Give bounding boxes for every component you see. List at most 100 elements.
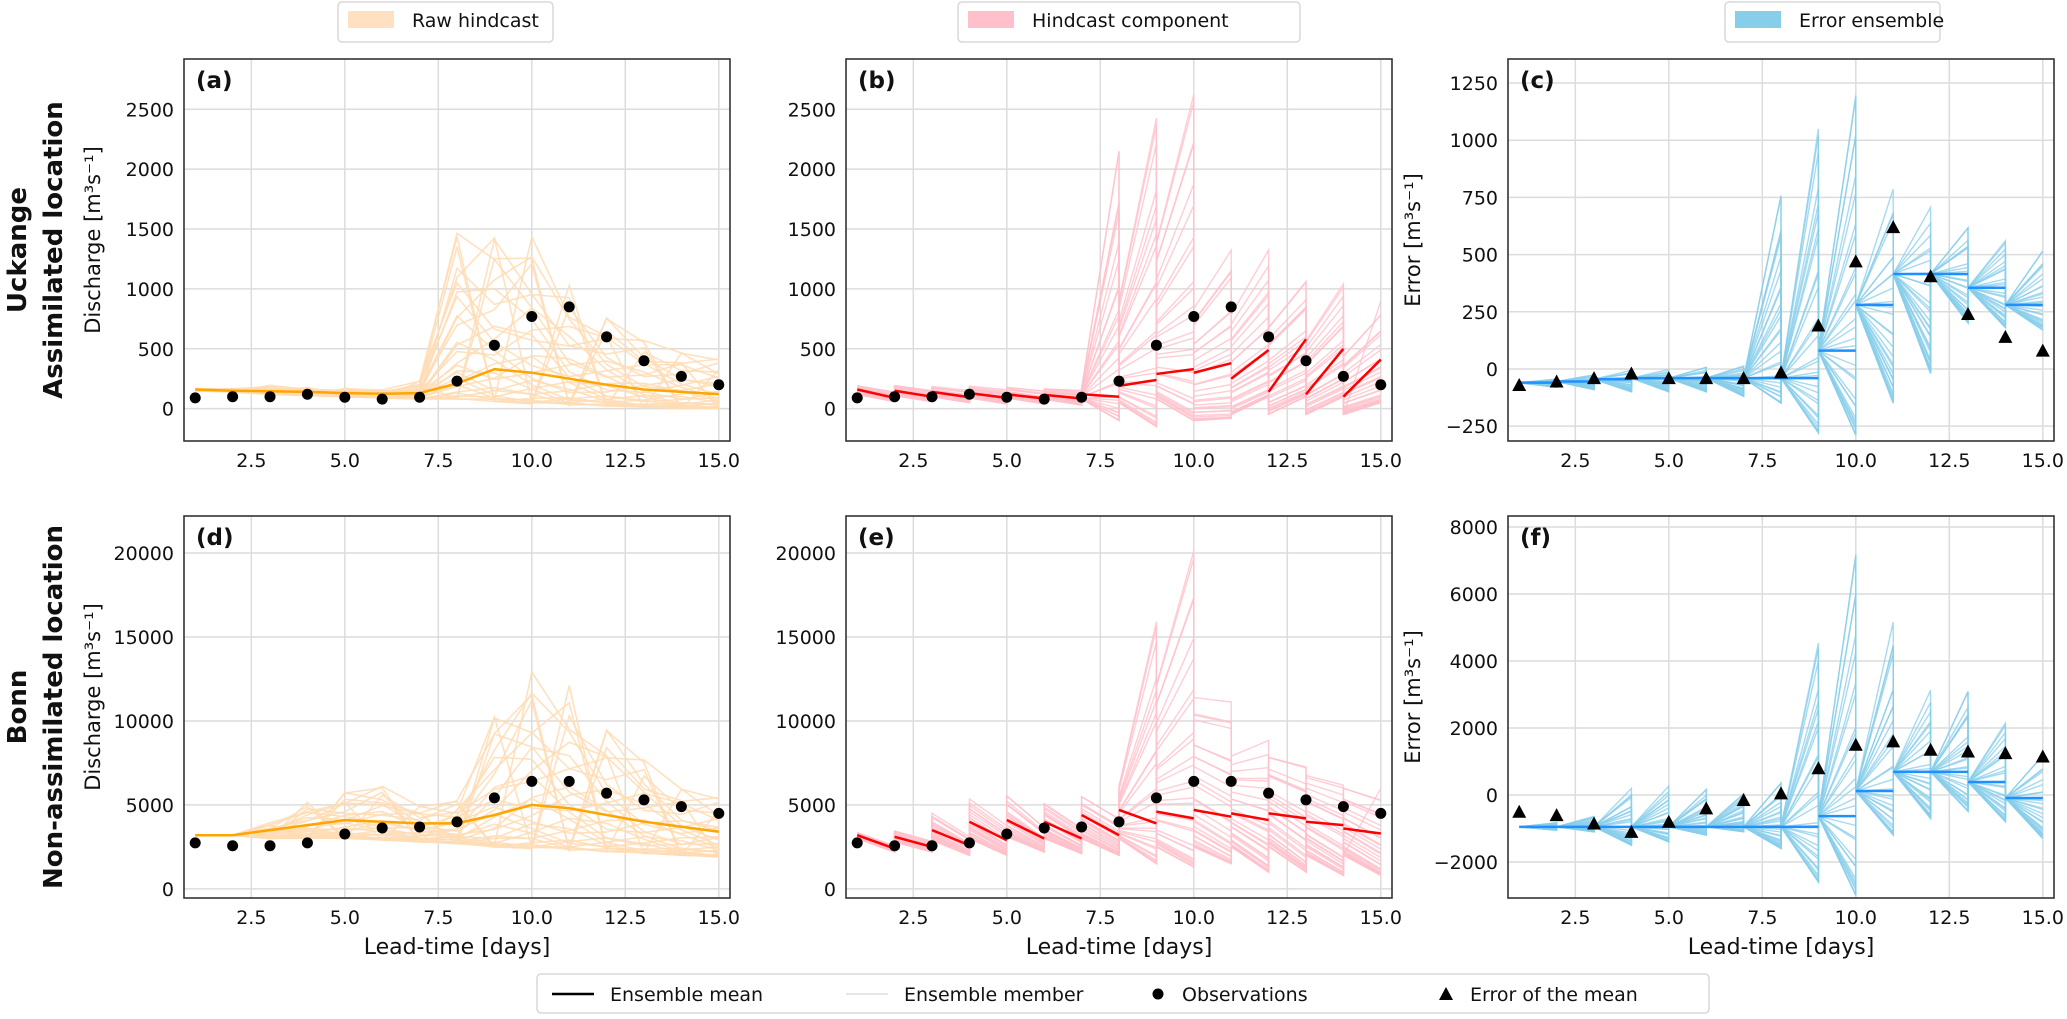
- y-axis-label: Error [m³s⁻¹]: [1401, 173, 1425, 307]
- observation-point: [1150, 339, 1162, 351]
- error-of-mean-marker: [1661, 371, 1676, 385]
- y-tick-label: 20000: [776, 543, 836, 565]
- error-of-mean-marker: [1774, 786, 1788, 800]
- ensemble-mean-segment: [1043, 820, 1083, 840]
- error-of-mean-marker: [1587, 371, 1602, 385]
- panel-label: (a): [196, 68, 233, 94]
- legend-item-ensemble-mean: Ensemble mean: [552, 984, 763, 1006]
- observation-point: [889, 391, 901, 403]
- error-of-mean-marker: [1549, 808, 1564, 822]
- error-of-mean-marker: [1549, 374, 1564, 388]
- observation-point: [963, 837, 975, 849]
- ensemble-mean-segment: [894, 389, 933, 398]
- y-tick-label: 10000: [114, 711, 174, 733]
- ensemble-member-line: [857, 94, 1382, 421]
- observation-point: [1300, 794, 1312, 806]
- x-tick-label: 5.0: [992, 907, 1022, 929]
- ensemble-member-line: [195, 774, 719, 847]
- x-tick-label: 7.5: [1085, 450, 1115, 472]
- ensemble-mean-segment: [931, 828, 970, 847]
- error-of-mean-marker: [1699, 371, 1714, 385]
- ensemble-mean-segment: [1081, 393, 1120, 398]
- row-labels: Uckange Assimilated location Bonn Non-assim…: [3, 101, 69, 889]
- top-legend-3: Error ensemble: [1724, 1, 1944, 43]
- y-axis-label: Discharge [m³s⁻¹]: [81, 146, 105, 334]
- ensemble-member-line: [195, 714, 719, 853]
- panel-label: (d): [196, 525, 234, 551]
- ensemble-mean-segment: [1081, 813, 1120, 837]
- error-of-mean-marker: [1624, 824, 1639, 838]
- error-of-mean-marker: [1848, 254, 1863, 268]
- ensemble-mean-segment: [1193, 361, 1232, 374]
- x-tick-label: 15.0: [2022, 907, 2064, 929]
- panels: 2.5 5.0 7.5 10.0 12.5 15.0 0 500 1000 1500 2000 250…: [81, 58, 2064, 960]
- x-tick-label: 7.5: [1085, 907, 1115, 929]
- y-tick-label: 500: [138, 339, 174, 361]
- y-tick-label: 0: [162, 879, 174, 901]
- y-tick-label: 0: [1486, 359, 1498, 381]
- error-of-mean-marker: [1923, 742, 1938, 756]
- panel-c: 2.5 5.0 7.5 10.0 12.5 15.0 −250 0 250 500 750 1000 1…: [1401, 58, 2064, 472]
- legend-frame: [536, 973, 1710, 1014]
- y-tick-label: 0: [824, 879, 836, 901]
- y-tick-label: 10000: [776, 711, 836, 733]
- observation-point: [376, 393, 388, 405]
- y-tick-label: 500: [1462, 245, 1498, 267]
- observation-point: [414, 821, 426, 833]
- legend-swatch: [1735, 11, 1781, 28]
- legend-frame: [957, 1, 1301, 43]
- legend-circle-icon: [1152, 988, 1164, 1000]
- y-axis-label: Error [m³s⁻¹]: [1401, 630, 1425, 764]
- x-tick-label: 2.5: [236, 907, 266, 929]
- top-legend-1: Raw hindcast: [337, 1, 554, 43]
- panel-e: 2.5 5.0 7.5 10.0 12.5 15.0 0 5000 10000 15000 2000…: [776, 515, 1402, 960]
- y-tick-label: 2000: [126, 159, 174, 181]
- ensemble-mean-segment: [1267, 338, 1308, 393]
- ensemble-member-line: [195, 701, 720, 857]
- x-tick-label: 7.5: [423, 450, 453, 472]
- ensemble-mean-segment: [1156, 810, 1195, 820]
- y-tick-label: 1500: [788, 219, 836, 241]
- x-tick-label: 15.0: [1360, 907, 1402, 929]
- x-axis-label: Lead-time [days]: [1688, 935, 1875, 960]
- observation-point: [713, 807, 725, 819]
- x-tick-label: 2.5: [898, 907, 928, 929]
- y-tick-label: 1500: [126, 219, 174, 241]
- ensemble-mean-segment: [1230, 812, 1269, 822]
- ensemble-member-line: [195, 236, 719, 407]
- y-tick-label: 2500: [788, 99, 836, 121]
- x-tick-label: 2.5: [898, 450, 928, 472]
- error-of-mean-marker: [1811, 761, 1826, 775]
- ensemble-mean-segment: [1118, 808, 1157, 825]
- x-tick-label: 12.5: [1928, 907, 1970, 929]
- observation-point: [1337, 370, 1349, 382]
- plot-area: [195, 231, 720, 410]
- ensemble-mean-segment: [969, 391, 1007, 400]
- legend-label: Hindcast component: [1032, 10, 1229, 32]
- observation-point: [339, 391, 351, 403]
- x-tick-label: 15.0: [698, 907, 740, 929]
- observation-point: [451, 816, 463, 828]
- error-of-mean-marker: [2035, 343, 2050, 357]
- panel-a: 2.5 5.0 7.5 10.0 12.5 15.0 0 500 1000 1500 2000 250…: [81, 58, 740, 472]
- observation-point: [1076, 821, 1088, 833]
- x-tick-label: 5.0: [992, 450, 1022, 472]
- legend-label: Raw hindcast: [412, 10, 539, 32]
- y-tick-label: 15000: [776, 627, 836, 649]
- legend-swatch: [348, 11, 394, 28]
- y-tick-label: 1000: [1450, 130, 1498, 152]
- ensemble-mean-segment: [1118, 378, 1157, 388]
- legend-label: Error ensemble: [1799, 10, 1944, 32]
- observation-point: [1038, 393, 1050, 405]
- observation-point: [376, 822, 388, 834]
- observation-point: [1375, 379, 1387, 391]
- observation-point: [1038, 822, 1050, 834]
- ensemble-mean-segment: [1044, 393, 1082, 400]
- x-tick-label: 2.5: [236, 450, 266, 472]
- observation-point: [1300, 355, 1312, 367]
- error-of-mean-marker: [1512, 377, 1527, 391]
- ensemble-member-line: [195, 237, 719, 410]
- x-tick-label: 5.0: [1654, 907, 1684, 929]
- x-tick-label: 10.0: [1173, 907, 1215, 929]
- y-tick-label: 15000: [114, 627, 174, 649]
